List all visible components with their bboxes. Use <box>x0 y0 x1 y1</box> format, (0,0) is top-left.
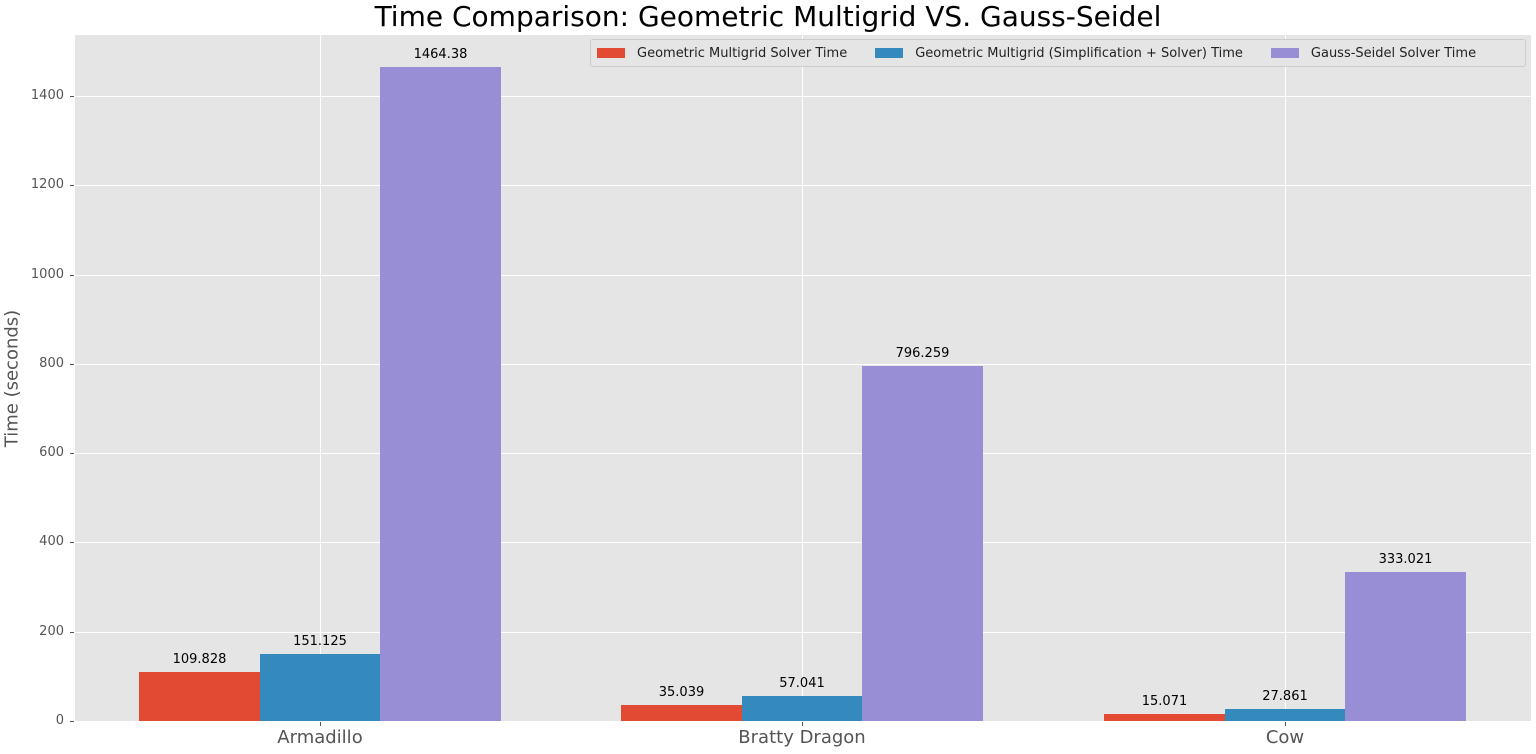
bar <box>1104 714 1225 721</box>
legend-label: Geometric Multigrid (Simplification + So… <box>915 45 1243 61</box>
y-tick-mark <box>70 185 74 187</box>
y-tick-label: 600 <box>39 445 64 461</box>
bar-value-label: 151.125 <box>293 633 347 649</box>
x-tick-label: Armadillo <box>277 727 363 748</box>
x-tick-label: Cow <box>1265 727 1305 748</box>
legend-item: Gauss-Seidel Solver Time <box>1270 45 1477 61</box>
gridline-horizontal <box>75 274 1531 276</box>
plot-area: 109.828 35.039 15.071 151.125 57.041 27.861 14… <box>75 35 1531 722</box>
y-tick-mark <box>70 721 74 722</box>
bar-value-label: 35.039 <box>658 685 705 701</box>
bar-value-label: 109.828 <box>172 651 227 667</box>
bar-value-label: 15.071 <box>1141 694 1188 710</box>
bar <box>741 695 863 721</box>
chart-title: Time Comparison: Geometric Multigrid VS.… <box>374 0 1162 33</box>
legend-label: Gauss-Seidel Solver Time <box>1310 45 1477 61</box>
gridline-horizontal <box>75 631 1531 633</box>
y-tick-label: 400 <box>39 534 64 550</box>
y-tick-mark <box>70 631 74 633</box>
bar <box>380 67 501 721</box>
gridline-vertical <box>320 35 321 721</box>
gridline-horizontal <box>75 96 1531 98</box>
legend-swatch-icon <box>1270 48 1299 58</box>
bar <box>259 653 381 721</box>
bar <box>862 365 983 721</box>
gridline-horizontal <box>75 721 1531 722</box>
x-tick-mark <box>802 722 803 726</box>
y-tick-label: 1200 <box>30 177 64 193</box>
legend-swatch-icon <box>597 48 625 58</box>
gridline-vertical <box>1285 35 1286 721</box>
bar-value-label: 57.041 <box>779 675 825 691</box>
y-axis-label: Time (seconds) <box>1 309 23 448</box>
gridline-horizontal <box>75 363 1531 365</box>
y-tick-label: 0 <box>55 713 64 728</box>
legend-item: Geometric Multigrid Solver Time <box>597 46 847 61</box>
x-tick-mark <box>1285 722 1286 726</box>
bar <box>1345 572 1466 721</box>
x-tick-mark <box>320 722 321 726</box>
bar <box>1224 708 1346 721</box>
gridline-horizontal <box>75 542 1531 544</box>
y-tick-mark <box>70 542 74 544</box>
y-tick-mark <box>70 96 74 98</box>
bar-value-label: 796.259 <box>895 345 950 361</box>
gridline-horizontal <box>75 453 1531 455</box>
y-tick-mark <box>70 363 74 365</box>
x-tick-label: Bratty Dragon <box>738 727 866 748</box>
bar <box>139 671 260 721</box>
bar-value-label: 1464.38 <box>413 47 468 63</box>
legend-swatch-icon <box>875 48 904 58</box>
gridline-horizontal <box>75 185 1531 187</box>
y-tick-mark <box>70 453 74 455</box>
y-tick-label: 800 <box>39 355 64 371</box>
y-tick-label: 200 <box>39 623 64 639</box>
bar-value-label: 333.021 <box>1378 552 1433 568</box>
y-tick-label: 1400 <box>30 88 64 104</box>
y-tick-mark <box>70 274 74 276</box>
y-tick-label: 1000 <box>30 266 64 282</box>
legend-label: Geometric Multigrid Solver Time <box>637 45 848 61</box>
legend-item: Geometric Multigrid (Simplification + So… <box>875 46 1243 61</box>
bar-value-label: 27.861 <box>1262 688 1308 704</box>
gridline-vertical <box>802 35 803 721</box>
bar <box>621 705 742 721</box>
legend: Geometric Multigrid Solver Time Geometric… <box>590 39 1526 67</box>
